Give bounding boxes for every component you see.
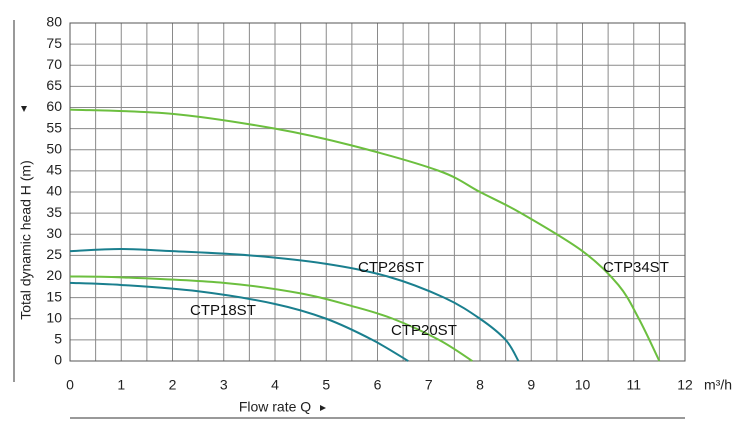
x-tick-label: 12	[677, 377, 693, 393]
y-tick-label: 70	[46, 56, 62, 72]
y-tick-label: 25	[46, 246, 62, 262]
curve-label: CTP18ST	[190, 302, 256, 319]
y-tick-label: 15	[46, 288, 62, 304]
x-tick-label: 0	[66, 377, 74, 393]
x-tick-label: 8	[476, 377, 484, 393]
curve	[69, 281, 409, 362]
curve	[69, 275, 473, 362]
curve	[69, 248, 520, 362]
curve-label: CTP20ST	[391, 322, 457, 339]
y-tick-label: 30	[46, 225, 62, 241]
y-tick-label: 80	[46, 14, 62, 30]
x-tick-label: 5	[322, 377, 330, 393]
curve-label: CTP34ST	[603, 259, 669, 276]
x-tick-label: 11	[626, 377, 641, 393]
y-tick-label: 45	[46, 162, 62, 178]
x-label-arrow	[320, 405, 326, 411]
curve	[69, 108, 661, 362]
x-axis-label: Flow rate Q	[239, 399, 311, 415]
y-axis-label: Total dynamic head H (m)	[18, 160, 34, 320]
plot-frame	[69, 22, 686, 362]
y-tick-label: 20	[46, 267, 62, 283]
x-tick-label: 9	[527, 377, 535, 393]
x-tick-label: 6	[374, 377, 382, 393]
y-tick-label: 50	[46, 140, 62, 156]
y-tick-label: 0	[54, 352, 62, 368]
x-tick-label: 3	[220, 377, 228, 393]
x-tick-label: 1	[117, 377, 125, 393]
x-unit: m³/h	[704, 377, 732, 393]
y-tick-label: 60	[46, 98, 62, 114]
y-tick-label: 40	[46, 183, 62, 199]
y-tick-label: 10	[46, 309, 62, 325]
x-tick-label: 7	[425, 377, 433, 393]
y-tick-label: 35	[46, 204, 62, 220]
x-tick-label: 2	[169, 377, 177, 393]
x-tick-label: 10	[575, 377, 591, 393]
y-tick-label: 75	[46, 35, 62, 51]
curve-label: CTP26ST	[358, 259, 424, 276]
y-tick-label: 5	[54, 331, 62, 347]
x-tick-label: 4	[271, 377, 279, 393]
y-label-arrow	[21, 106, 27, 112]
y-tick-label: 65	[46, 77, 62, 93]
y-tick-label: 55	[46, 119, 62, 135]
